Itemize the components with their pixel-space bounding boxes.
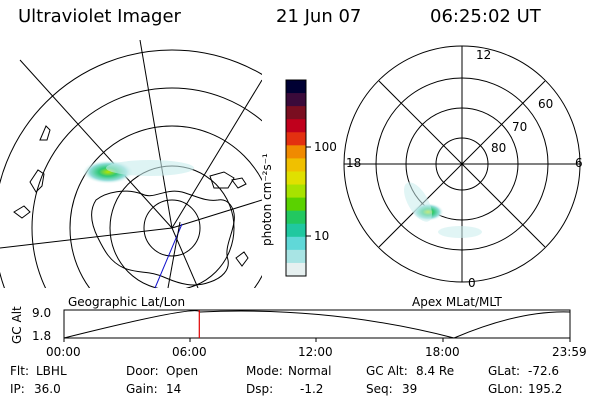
mlt-label-18: 18 (346, 156, 362, 170)
colorbar-segment (286, 262, 306, 277)
header-date: 21 Jun 07 (276, 6, 362, 27)
lat-label-80: 80 (491, 141, 507, 155)
colorbar-segment (286, 223, 306, 238)
timeline-xtick-1200: 12:00 (298, 345, 333, 359)
colorbar-segment (286, 106, 306, 120)
seq-value: 39 (402, 382, 418, 396)
colorbar-segment (286, 145, 306, 159)
colorbar-segment (286, 210, 306, 225)
door-label: Door: (126, 364, 159, 378)
gcalt-value: 8.4 Re (416, 364, 455, 378)
ip-value: 36.0 (34, 382, 61, 396)
seq-label: Seq: (366, 382, 393, 396)
flt-label: Flt: (10, 364, 29, 378)
colorbar-segment (286, 171, 306, 186)
dsp-label: Dsp: (246, 382, 274, 396)
mlt-label-0: 0 (468, 276, 476, 290)
flt-value: LBHL (36, 364, 67, 378)
colorbar-segment (286, 119, 306, 133)
left-map-label: Geographic Lat/Lon (68, 295, 186, 309)
colorbar-segment (286, 132, 306, 146)
glon-value: 195.2 (528, 382, 563, 396)
timeline-xtick-0000: 00:00 (46, 345, 81, 359)
colorbar-tick-10: 10 (314, 229, 330, 243)
colorbar-segment (286, 236, 306, 251)
timeline-xtick-0600: 06:00 (172, 345, 207, 359)
right-map-label: Apex MLat/MLT (412, 295, 502, 309)
gain-value: 14 (166, 382, 182, 396)
colorbar (286, 80, 306, 277)
colorbar-segment (286, 93, 306, 107)
mlt-label-6: 6 (575, 156, 583, 170)
gain-label: Gain: (126, 382, 158, 396)
colorbar-segment (286, 158, 306, 172)
timeline-xtick-2359: 23:59 (552, 345, 587, 359)
colorbar-segment (286, 197, 306, 212)
colorbar-unit-label: photon cm⁻²s⁻¹ (260, 153, 274, 246)
dsp-value: -1.2 (300, 382, 324, 396)
mlt-label-12: 12 (476, 48, 492, 62)
colorbar-segment (286, 184, 306, 199)
timeline-ytick-9: 9.0 (32, 306, 52, 320)
lat-label-60: 60 (538, 97, 554, 111)
door-value: Open (166, 364, 199, 378)
ip-label: IP: (10, 382, 25, 396)
glat-value: -72.6 (528, 364, 560, 378)
app-title: Ultraviolet Imager (18, 6, 181, 27)
geographic-map (0, 40, 262, 288)
colorbar-segment (286, 80, 306, 94)
timeline-xtick-1800: 18:00 (425, 345, 460, 359)
timeline-axis-title: GC Alt (10, 306, 24, 344)
gcalt-label: GC Alt: (366, 364, 408, 378)
lat-label-70: 70 (512, 120, 528, 134)
timeline-ytick-1.8: 1.8 (32, 329, 52, 343)
mode-value: Normal (288, 364, 332, 378)
colorbar-tick-100: 100 (314, 140, 337, 154)
header-time: 06:25:02 UT (430, 6, 541, 27)
glon-label: GLon: (488, 382, 523, 396)
mode-label: Mode: (246, 364, 283, 378)
colorbar-segment (286, 249, 306, 264)
timeline-plot (63, 309, 571, 342)
magnetic-polar-plot (343, 45, 581, 283)
glat-label: GLat: (488, 364, 521, 378)
